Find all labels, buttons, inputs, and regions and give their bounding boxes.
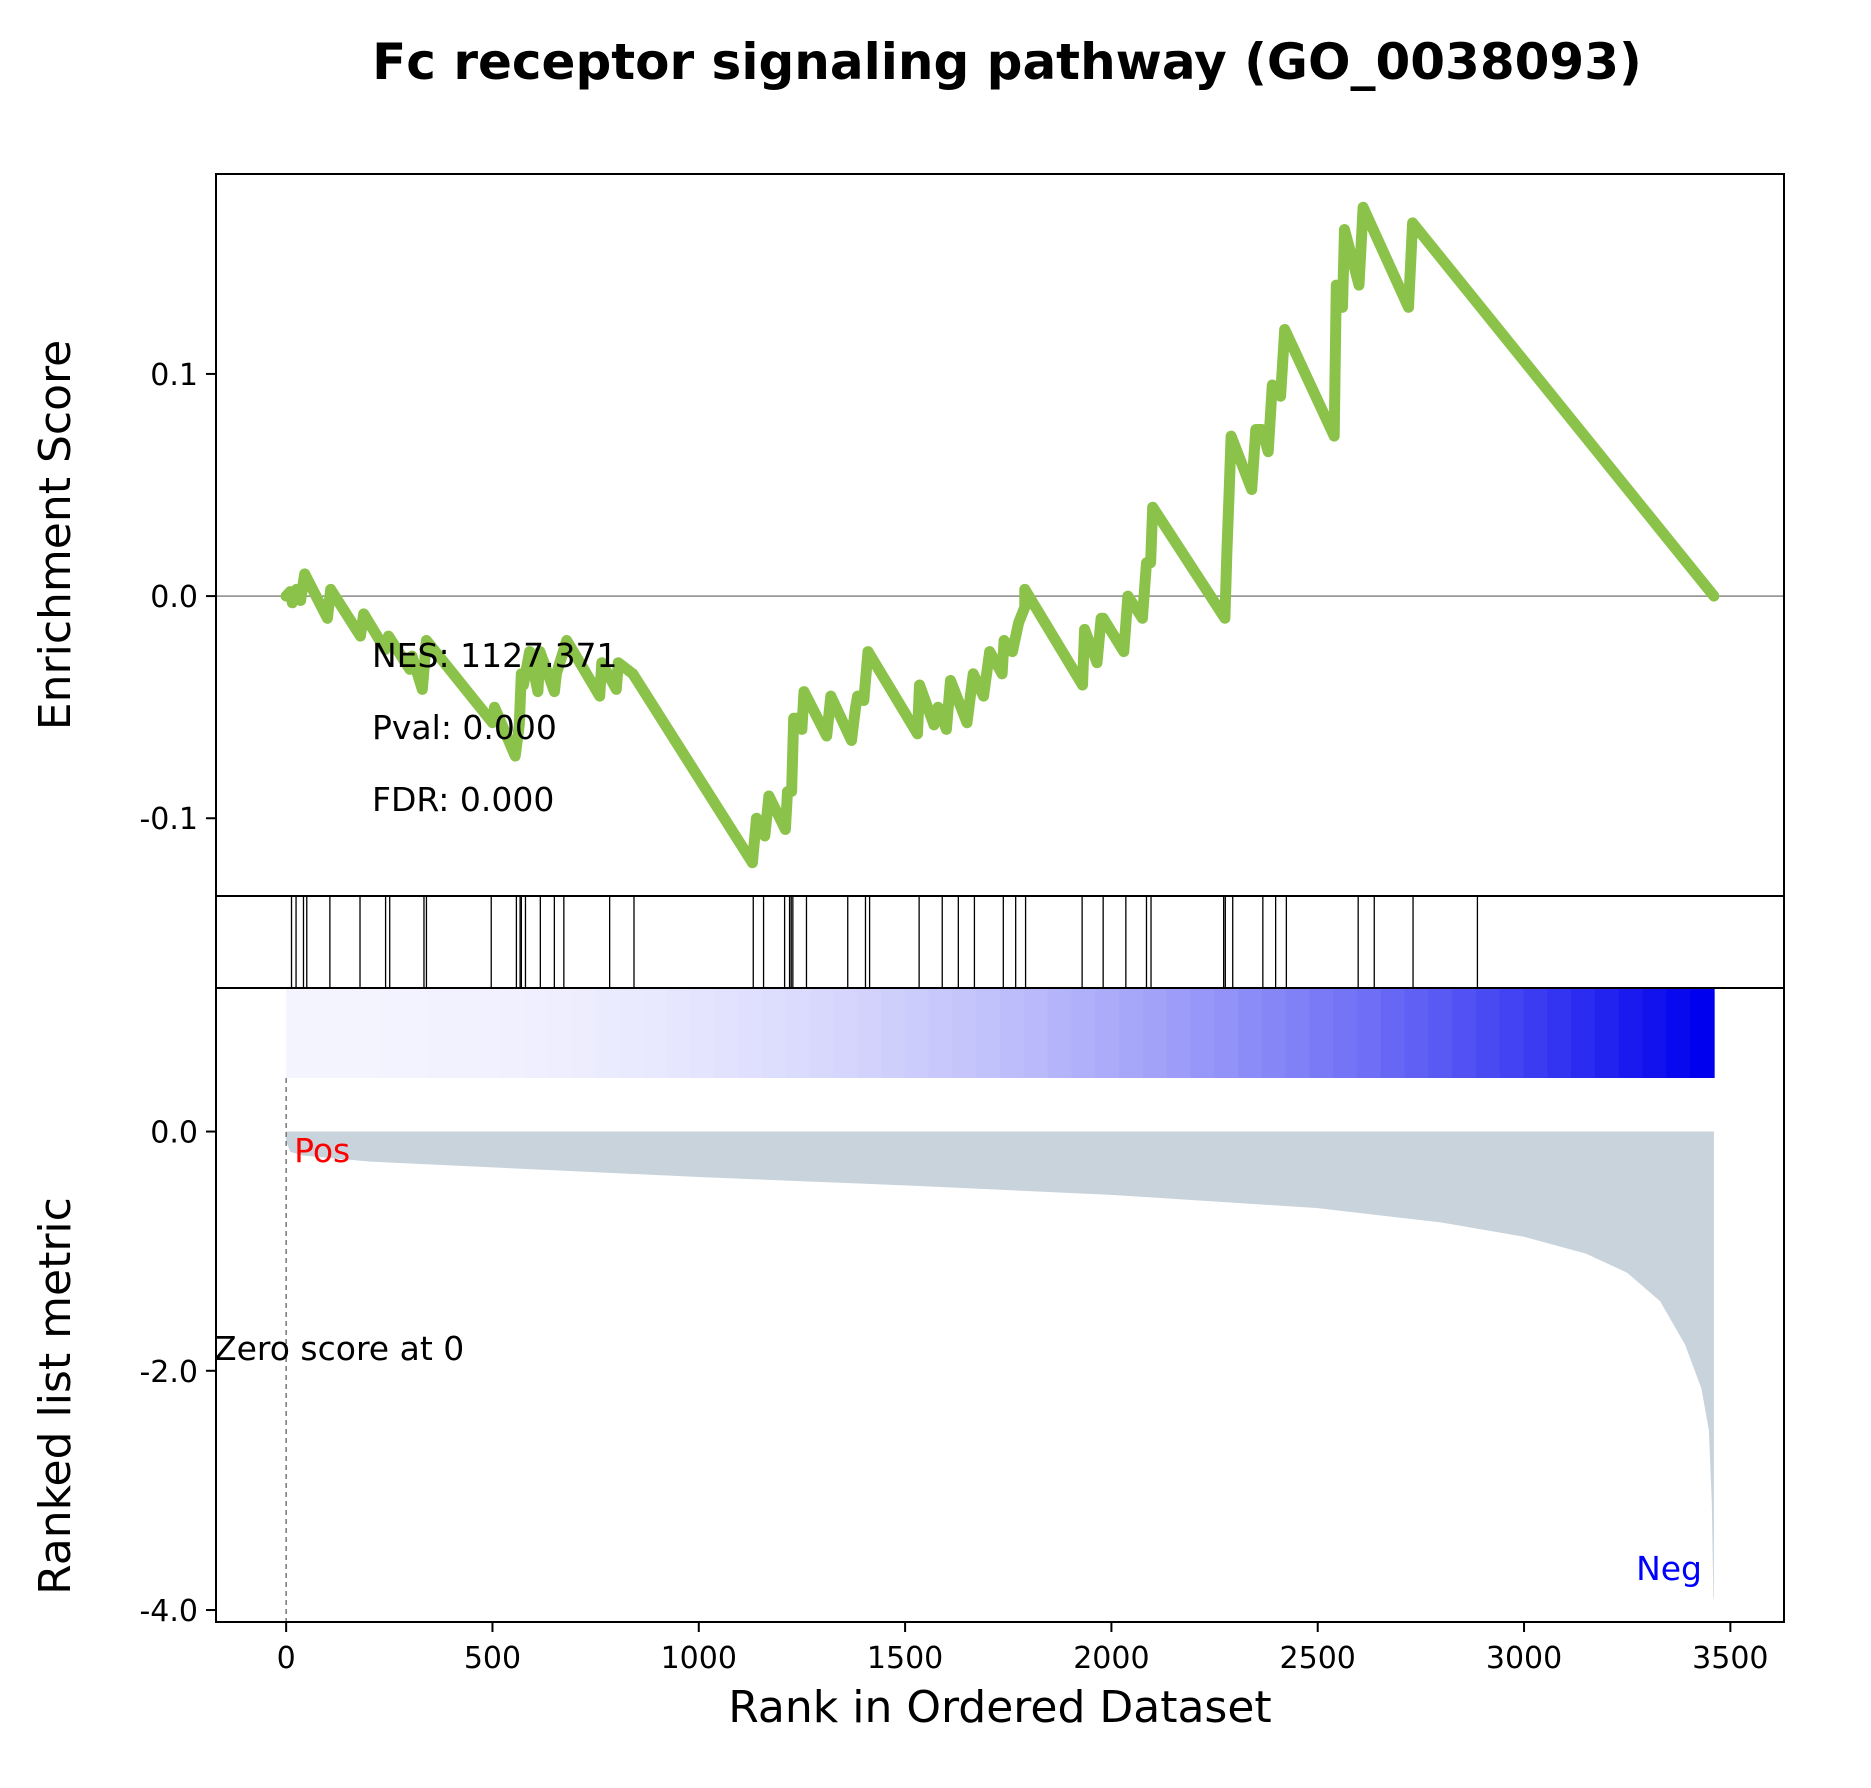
hit-panel-frame [215,895,1785,989]
x-tick-label: 0 [277,1641,296,1676]
x-ticks: 0 500 1000 1500 2000 2500 3000 3500 [277,1622,1769,1676]
enrichment-score-panel: 0.1 0.0 -0.1 NES: 1127.371 Pval: 0.000 FDR… [30,173,1785,897]
colorbar-segment [666,989,692,1078]
colorbar-segment [690,989,716,1078]
colorbar-segment [1047,989,1073,1078]
colorbar-segment [1428,989,1453,1078]
pos-label: Pos [294,1131,350,1170]
colorbar-segment [904,989,930,1078]
enrichment-score-line [280,201,1720,869]
colorbar-segment [524,989,549,1078]
colorbar-segment [595,989,621,1078]
colorbar-segment [1642,989,1668,1078]
colorbar-segment [1594,989,1620,1078]
x-tick-label: 1500 [867,1641,943,1676]
colorbar-segment [381,989,406,1078]
colorbar-segment [833,989,859,1078]
colorbar-segment [1118,989,1144,1078]
colorbar-segment [928,989,954,1078]
colorbar-segment [1380,989,1406,1078]
colorbar-segment [857,989,882,1078]
colorbar-segment [357,989,383,1078]
es-y-axis-label: Enrichment Score [30,340,81,730]
colorbar-segment [1166,989,1192,1078]
colorbar-segment [1333,989,1358,1078]
colorbar-segment [405,989,430,1078]
es-y-tick-label: 0.0 [150,580,198,615]
colorbar-segment [1356,989,1382,1078]
colorbar-segment [1261,989,1287,1078]
colorbar-segment [428,989,454,1078]
colorbar-segment [1547,989,1572,1078]
x-tick-label: 1000 [661,1641,737,1676]
colorbar-segment [785,989,811,1078]
nes-stat: NES: 1127.371 [372,636,618,675]
es-y-tick-label: -0.1 [139,802,198,837]
colorbar-segment [1214,989,1239,1078]
colorbar-segment [714,989,740,1078]
colorbar-segment [952,989,978,1078]
colorbar-segment [619,989,644,1078]
pval-stat: Pval: 0.000 [372,708,557,747]
colorbar-segment [309,989,335,1078]
es-y-ticks: 0.1 0.0 -0.1 [139,358,216,837]
colorbar-segment [1452,989,1477,1078]
colorbar-segment [333,989,359,1078]
x-tick-label: 2500 [1280,1641,1356,1676]
colorbar-segment [881,989,906,1078]
es-y-tick-label: 0.1 [150,358,198,393]
metric-panel-frame [215,987,1785,1623]
metric-y-axis-label: Ranked list metric [30,1197,81,1595]
colorbar-segment [286,989,311,1078]
colorbar-segment [1023,989,1049,1078]
colorbar-segment [1690,989,1715,1078]
colorbar-segment [1523,989,1549,1078]
colorbar-segment [1475,989,1501,1078]
colorbar-segment [452,989,478,1078]
x-tick-label: 500 [464,1641,521,1676]
colorbar-segment [643,989,668,1078]
gene-hit-panel [215,895,1785,989]
ranked-metric-area [286,1131,1714,1599]
zero-score-label: Zero score at 0 [214,1329,464,1368]
neg-label: Neg [1636,1549,1702,1588]
colorbar-segment [547,989,573,1078]
colorbar-segment [1000,989,1025,1078]
colorbar-segment [1499,989,1525,1078]
colorbar-segment [1237,989,1263,1078]
colorbar-segment [1666,989,1691,1078]
colorbar-segment [571,989,597,1078]
metric-y-ticks: 0.0 -2.0 -4.0 [139,1116,216,1629]
x-tick-label: 2000 [1073,1641,1149,1676]
colorbar-segment [1071,989,1096,1078]
colorbar-segment [1095,989,1120,1078]
metric-y-tick-label: -2.0 [139,1355,198,1390]
metric-y-tick-label: -4.0 [139,1594,198,1629]
colorbar-segment [738,989,763,1078]
colorbar-segment [809,989,835,1078]
colorbar-segment [1571,989,1596,1078]
colorbar-segment [1618,989,1644,1078]
colorbar-segment [1190,989,1215,1078]
ranked-metric-panel: Pos Neg Zero score at 0 0.0 -2.0 -4.0 0 500… [30,987,1785,1733]
colorbar-segment [976,989,1001,1078]
colorbar-segment [762,989,787,1078]
x-axis-label: Rank in Ordered Dataset [728,1682,1271,1733]
rank-colorbar [286,989,1715,1078]
metric-y-tick-label: 0.0 [150,1116,198,1151]
hit-lines [290,896,1479,988]
chart-title: Fc receptor signaling pathway (GO_003809… [372,33,1642,91]
colorbar-segment [1285,989,1311,1078]
x-tick-label: 3000 [1486,1641,1562,1676]
colorbar-segment [1142,989,1168,1078]
x-tick-label: 3500 [1692,1641,1768,1676]
colorbar-segment [476,989,502,1078]
colorbar-segment [1309,989,1334,1078]
colorbar-segment [500,989,525,1078]
fdr-stat: FDR: 0.000 [372,780,554,819]
colorbar-segment [1404,989,1430,1078]
